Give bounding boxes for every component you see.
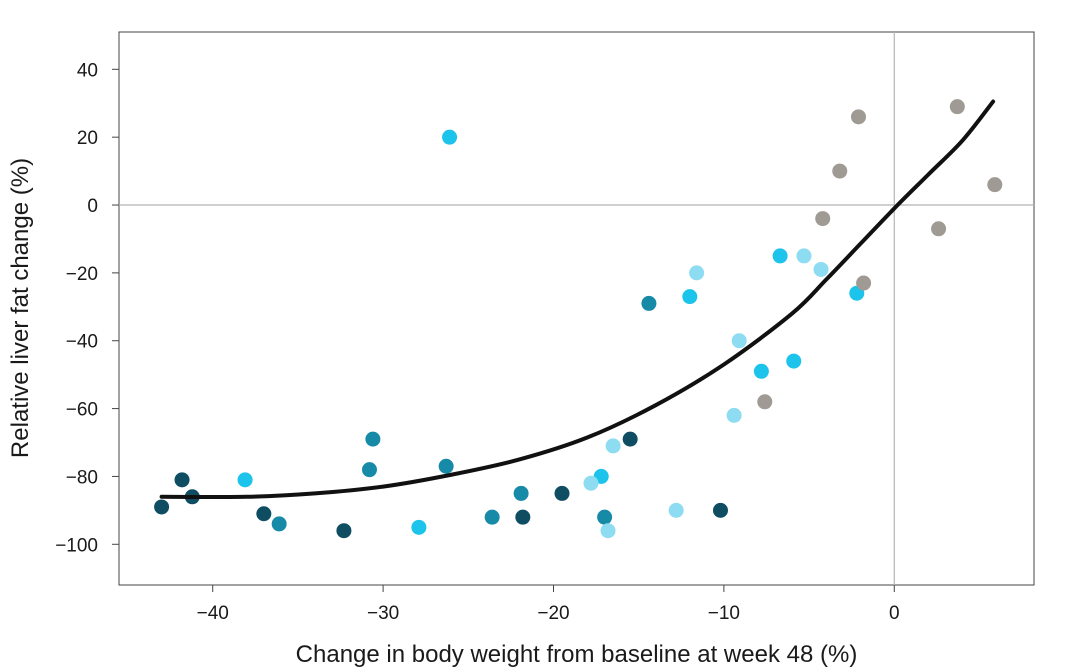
series-teal xyxy=(271,295,657,532)
y-axis-label: Relative liver fat change (%) xyxy=(7,158,34,458)
x-axis-ticks: −40 −30 −20 −10 0 xyxy=(197,585,900,624)
data-point xyxy=(174,472,190,488)
data-point xyxy=(949,99,965,115)
data-point xyxy=(605,438,621,454)
data-point xyxy=(622,431,638,447)
data-point xyxy=(256,506,272,522)
data-point xyxy=(856,275,872,291)
data-point xyxy=(813,261,829,277)
series-light-cyan xyxy=(583,248,829,539)
x-tick-label: −10 xyxy=(708,603,740,624)
y-tick-label: −20 xyxy=(66,264,98,285)
data-point xyxy=(689,265,705,281)
y-axis-ticks: 40 20 0 −20 −40 −60 −80 −100 xyxy=(55,60,119,556)
data-point xyxy=(815,211,831,227)
data-point xyxy=(597,509,613,525)
data-point xyxy=(796,248,812,264)
y-tick-label: 20 xyxy=(77,128,98,149)
y-tick-label: 40 xyxy=(77,60,98,81)
y-tick-label: −60 xyxy=(66,400,98,421)
y-tick-label: −40 xyxy=(66,332,98,353)
plot-frame xyxy=(118,31,1035,586)
data-point xyxy=(411,519,427,535)
series-darkest-teal xyxy=(154,431,728,539)
data-point xyxy=(931,221,947,237)
data-point xyxy=(726,407,742,423)
data-point xyxy=(832,163,848,179)
data-point xyxy=(682,289,698,305)
fit-curve-line xyxy=(159,99,996,500)
data-point xyxy=(484,509,500,525)
data-point xyxy=(554,485,570,501)
data-point xyxy=(786,353,802,369)
series-gray xyxy=(757,99,1003,410)
data-point xyxy=(438,458,454,474)
x-tick-label: −20 xyxy=(537,603,569,624)
x-tick-label: −30 xyxy=(367,603,399,624)
data-point xyxy=(442,129,458,145)
data-point xyxy=(757,394,773,410)
data-points xyxy=(154,99,1003,539)
x-axis-label: Change in body weight from baseline at w… xyxy=(296,641,858,668)
data-point xyxy=(583,475,599,491)
data-point xyxy=(271,516,287,532)
data-point xyxy=(336,523,352,539)
y-tick-label: −100 xyxy=(55,535,98,556)
data-point xyxy=(987,177,1003,193)
data-point xyxy=(753,363,769,379)
data-point xyxy=(513,485,529,501)
x-tick-label: −40 xyxy=(197,603,229,624)
data-point xyxy=(850,109,866,125)
y-tick-label: 0 xyxy=(87,196,98,217)
data-point xyxy=(731,333,747,349)
x-tick-label: 0 xyxy=(889,603,900,624)
data-point xyxy=(668,502,684,518)
data-point xyxy=(361,462,377,478)
data-point xyxy=(712,502,728,518)
data-point xyxy=(515,509,531,525)
data-point xyxy=(600,523,616,539)
data-point xyxy=(365,431,381,447)
data-point xyxy=(641,295,657,311)
data-point xyxy=(154,499,170,515)
data-point xyxy=(772,248,788,264)
y-tick-label: −80 xyxy=(66,467,98,488)
data-point xyxy=(237,472,253,488)
